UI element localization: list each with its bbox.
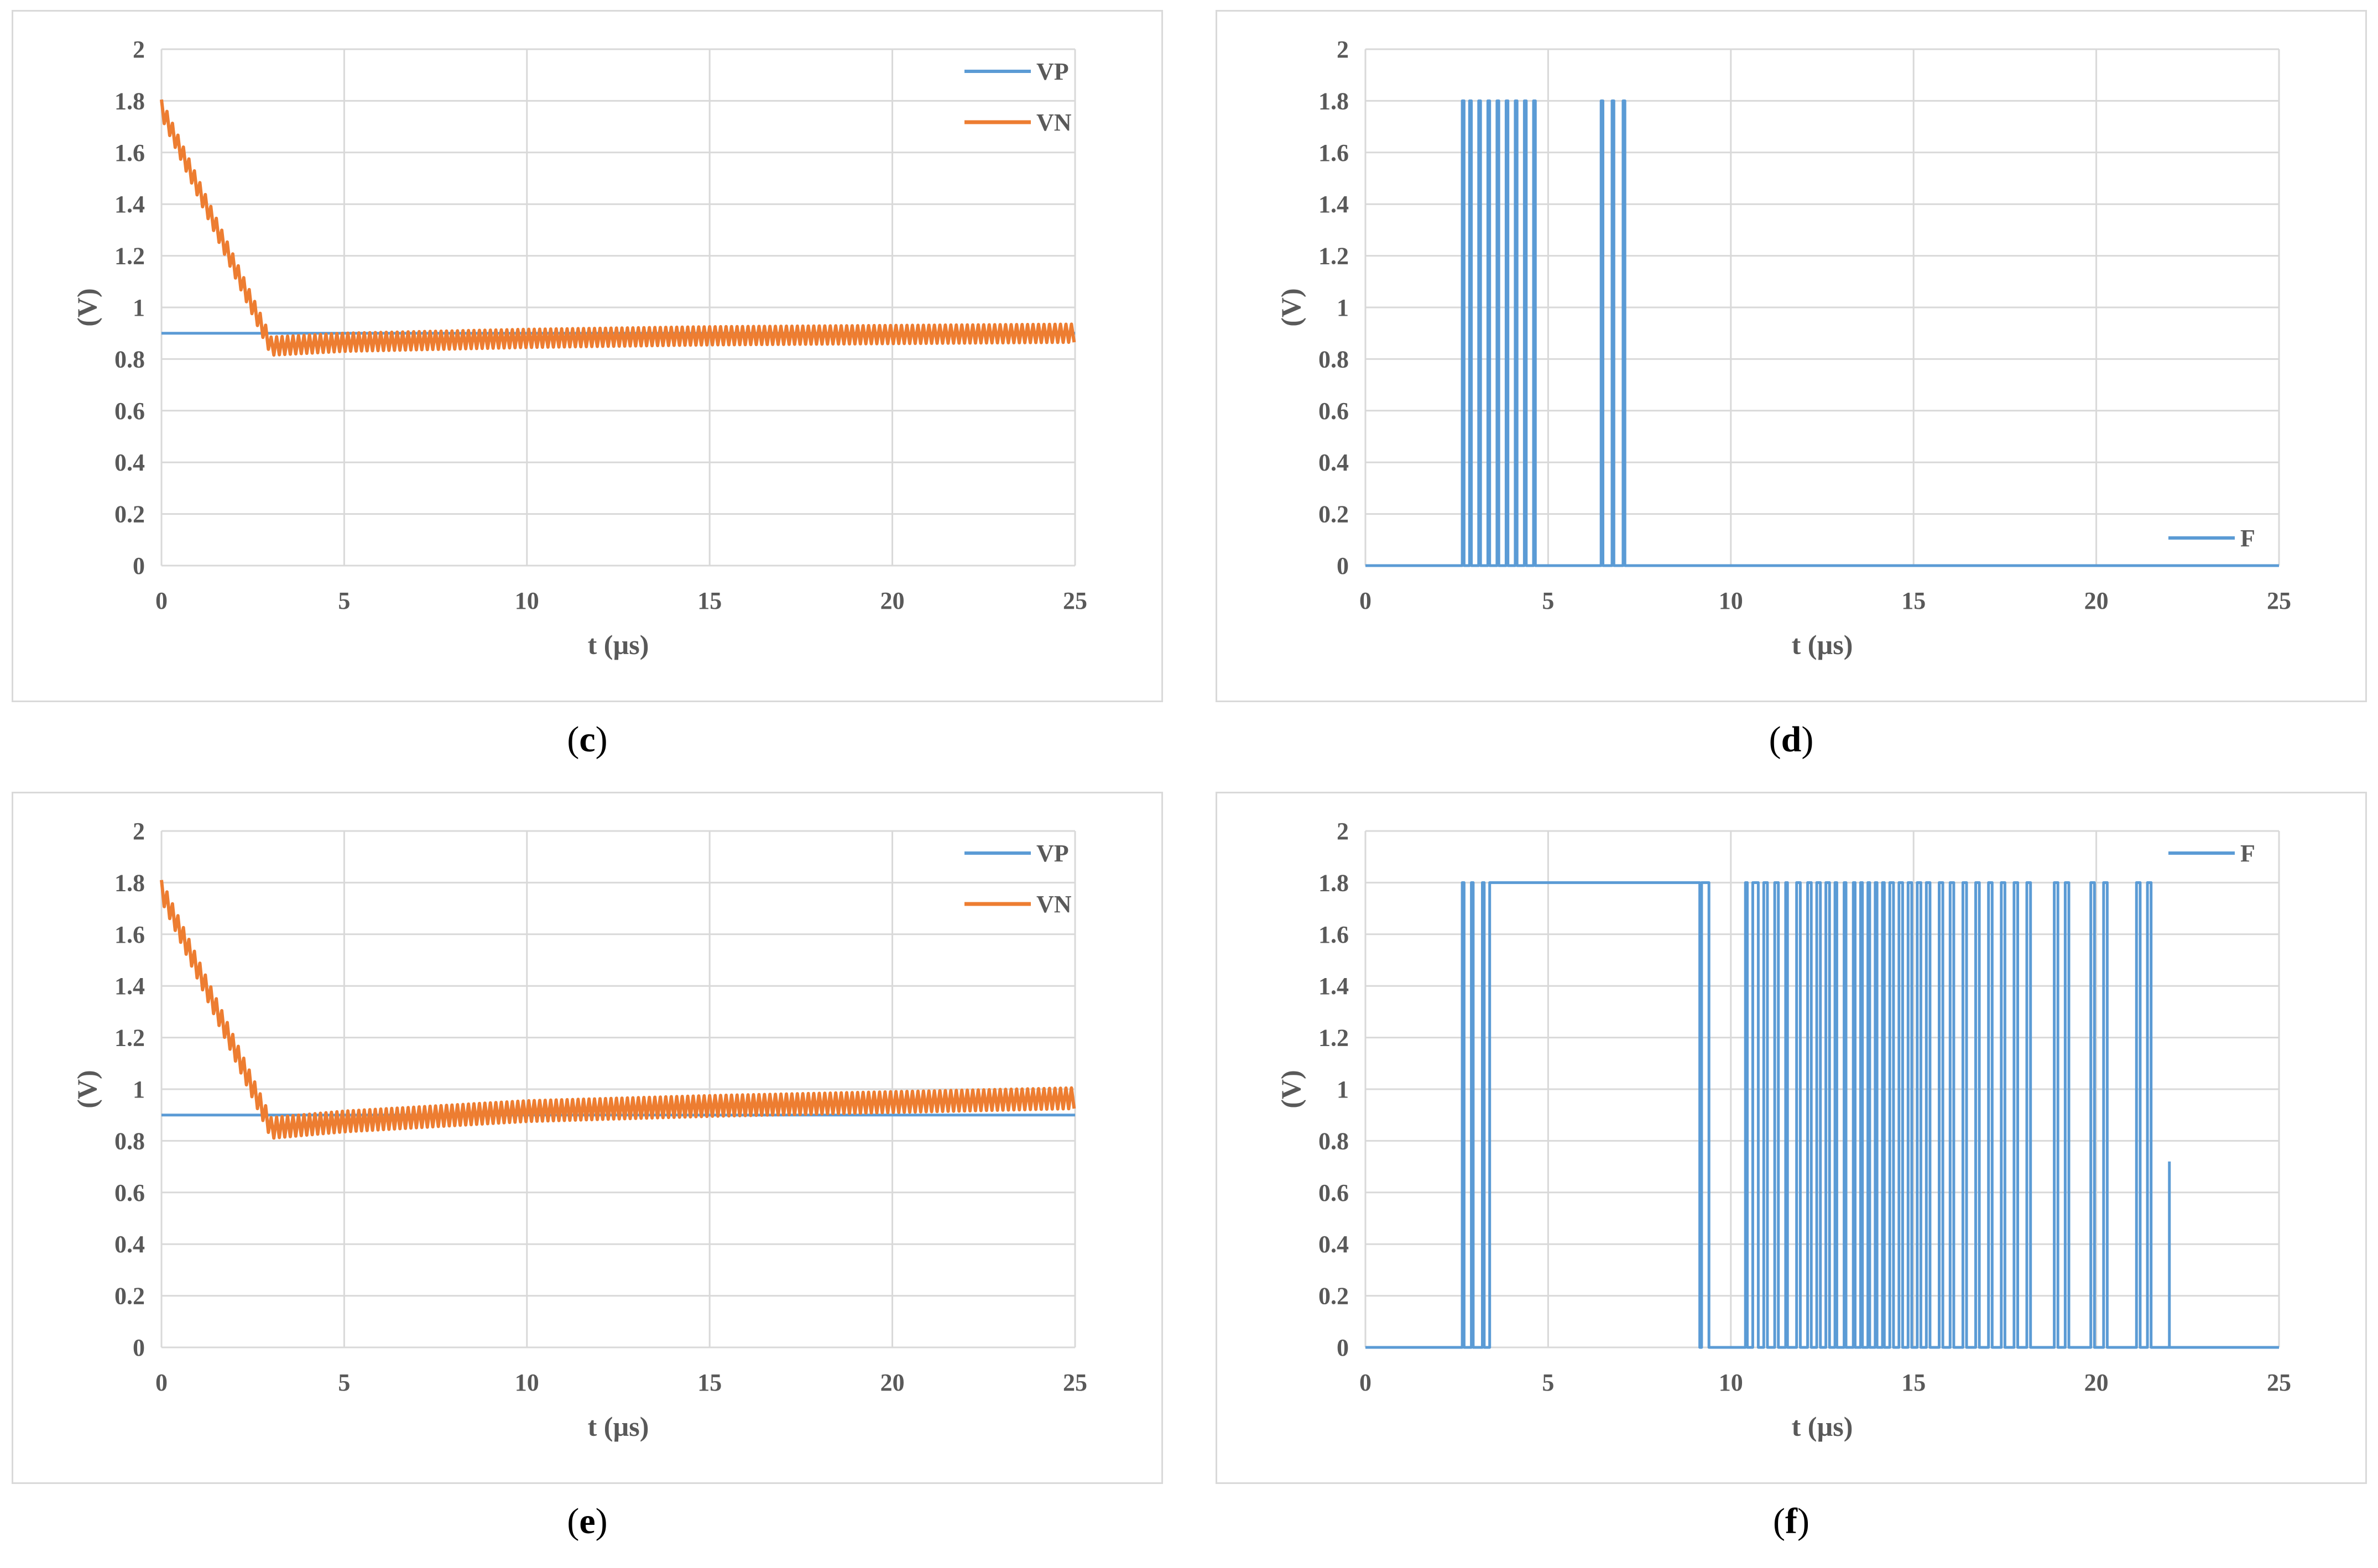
series-line-vn bbox=[161, 880, 1074, 1138]
x-axis-label: t (µs) bbox=[1792, 629, 1853, 660]
x-tick-label: 15 bbox=[697, 587, 722, 614]
x-tick-label: 10 bbox=[515, 1369, 539, 1396]
y-tick-label: 2 bbox=[133, 36, 145, 63]
y-tick-label: 1.2 bbox=[114, 243, 145, 270]
y-tick-label: 1.6 bbox=[114, 921, 145, 948]
legend-label-f: F bbox=[2240, 840, 2255, 867]
y-tick-label: 0.6 bbox=[1318, 398, 1349, 425]
x-tick-label: 15 bbox=[1901, 587, 1926, 614]
y-tick-label: 2 bbox=[1337, 36, 1349, 63]
chart-panel-d: 0 0.2 0.4 0.6 0.8 1 1.2 1.4 1.6 1.8 2 0 5 10 15 20 25 t (… bbox=[1216, 10, 2367, 702]
y-tick-label: 1.6 bbox=[1318, 921, 1349, 948]
chart-d: 00.20.40.60.811.21.41.61.820 5 10 15 20 25t (… bbox=[1217, 12, 2369, 704]
y-tick-label: 2 bbox=[133, 818, 145, 845]
series-line-f bbox=[1365, 882, 2279, 1347]
x-axis-label: t (µs) bbox=[588, 1411, 649, 1442]
y-tick-label: 0.2 bbox=[114, 1283, 145, 1310]
y-tick-label: 0.4 bbox=[114, 1231, 145, 1258]
x-tick-label: 25 bbox=[1063, 587, 1087, 614]
y-tick-label: 1.2 bbox=[114, 1025, 145, 1052]
y-tick-label: 0 bbox=[1337, 552, 1349, 579]
y-tick-label: 1.4 bbox=[1318, 973, 1349, 1000]
y-tick-label: 1.8 bbox=[1318, 87, 1349, 114]
y-tick-label: 1 bbox=[133, 1076, 145, 1103]
y-tick-label: 1.4 bbox=[114, 191, 145, 218]
y-tick-label: 1.2 bbox=[1318, 243, 1349, 270]
y-tick-label: 0.8 bbox=[114, 1127, 145, 1154]
x-tick-label: 5 bbox=[338, 1369, 350, 1396]
y-tick-label: 0.4 bbox=[114, 449, 145, 476]
caption-e: (e) bbox=[12, 1501, 1163, 1543]
x-tick-label: 5 bbox=[1542, 1369, 1554, 1396]
x-tick-label: 20 bbox=[2084, 587, 2109, 614]
caption-d: (d) bbox=[1216, 719, 2367, 761]
x-tick-label: 10 bbox=[1719, 587, 1743, 614]
x-tick-label: 0 bbox=[155, 587, 168, 614]
y-tick-label: 2 bbox=[1337, 818, 1349, 845]
x-tick-label: 15 bbox=[1901, 1369, 1926, 1396]
series-line-vn bbox=[161, 100, 1074, 355]
x-tick-label: 10 bbox=[1719, 1369, 1743, 1396]
chart-c: 00.20.40.60.811.21.41.61.820 5 10 15 20 25t (… bbox=[13, 12, 1165, 704]
legend-label-vp: VP bbox=[1036, 840, 1069, 867]
y-tick-label: 0.8 bbox=[1318, 1127, 1349, 1154]
x-tick-label: 15 bbox=[697, 1369, 722, 1396]
y-axis-label: (V) bbox=[71, 1070, 102, 1108]
caption-f: (f) bbox=[1216, 1501, 2367, 1543]
x-tick-label: 25 bbox=[2267, 587, 2291, 614]
y-tick-label: 1 bbox=[1337, 1076, 1349, 1103]
y-tick-label: 0.6 bbox=[1318, 1179, 1349, 1206]
y-tick-label: 1.6 bbox=[1318, 139, 1349, 166]
x-axis-label: t (µs) bbox=[1792, 1411, 1853, 1442]
y-tick-label: 0 bbox=[133, 1334, 145, 1361]
y-tick-label: 1.6 bbox=[114, 139, 145, 166]
chart-e: 00.20.40.60.811.21.41.61.820 5 10 15 20 25t (… bbox=[13, 793, 1165, 1486]
y-tick-label: 1 bbox=[1337, 294, 1349, 321]
y-tick-label: 0.2 bbox=[1318, 1283, 1349, 1310]
y-axis-label: (V) bbox=[1275, 288, 1306, 326]
y-tick-label: 1.2 bbox=[1318, 1025, 1349, 1052]
y-tick-label: 1.8 bbox=[114, 869, 145, 896]
chart-panel-c: 0 0.2 0.4 0.6 0.8 1 1.2 1.4 1.6 1.8 2 0 5 10 15 20 25 t (… bbox=[12, 10, 1163, 702]
y-tick-label: 0 bbox=[133, 552, 145, 579]
x-tick-label: 20 bbox=[880, 587, 905, 614]
y-tick-label: 0 bbox=[1337, 1334, 1349, 1361]
y-axis-label: (V) bbox=[71, 288, 102, 326]
y-tick-label: 0.4 bbox=[1318, 1231, 1349, 1258]
x-axis-label: t (µs) bbox=[588, 629, 649, 660]
chart-panel-e: 0 0.2 0.4 0.6 0.8 1 1.2 1.4 1.6 1.8 2 0 5 10 15 20 25 t (… bbox=[12, 792, 1163, 1484]
chart-f: 00.20.40.60.811.21.41.61.820 5 10 15 20 25t (… bbox=[1217, 793, 2369, 1486]
x-tick-label: 5 bbox=[338, 587, 350, 614]
y-tick-label: 0.8 bbox=[1318, 346, 1349, 373]
x-tick-label: 25 bbox=[2267, 1369, 2291, 1396]
y-tick-label: 1.8 bbox=[114, 87, 145, 114]
y-tick-label: 0.2 bbox=[114, 501, 145, 528]
y-tick-label: 0.8 bbox=[114, 346, 145, 373]
x-tick-label: 0 bbox=[155, 1369, 168, 1396]
x-tick-label: 10 bbox=[515, 587, 539, 614]
legend-label-f: F bbox=[2240, 525, 2255, 552]
y-tick-label: 0.2 bbox=[1318, 501, 1349, 528]
x-tick-label: 20 bbox=[2084, 1369, 2109, 1396]
y-tick-label: 0.6 bbox=[114, 1179, 145, 1206]
caption-c: (c) bbox=[12, 719, 1163, 761]
chart-panel-f: 0 0.2 0.4 0.6 0.8 1 1.2 1.4 1.6 1.8 2 0 5 10 15 20 25 t (… bbox=[1216, 792, 2367, 1484]
y-tick-label: 1 bbox=[133, 294, 145, 321]
legend-label-vp: VP bbox=[1036, 58, 1069, 85]
y-axis-label: (V) bbox=[1275, 1070, 1306, 1108]
y-tick-label: 1.4 bbox=[1318, 191, 1349, 218]
y-tick-label: 1.4 bbox=[114, 973, 145, 1000]
y-tick-label: 0.6 bbox=[114, 398, 145, 425]
x-tick-label: 5 bbox=[1542, 587, 1554, 614]
x-tick-label: 0 bbox=[1359, 1369, 1371, 1396]
x-tick-label: 20 bbox=[880, 1369, 905, 1396]
x-tick-label: 25 bbox=[1063, 1369, 1087, 1396]
y-tick-label: 1.8 bbox=[1318, 869, 1349, 896]
x-tick-label: 0 bbox=[1359, 587, 1371, 614]
series-line-f bbox=[1365, 101, 2279, 566]
legend-label-vn: VN bbox=[1036, 109, 1072, 136]
legend-label-vn: VN bbox=[1036, 891, 1072, 918]
y-tick-label: 0.4 bbox=[1318, 449, 1349, 476]
